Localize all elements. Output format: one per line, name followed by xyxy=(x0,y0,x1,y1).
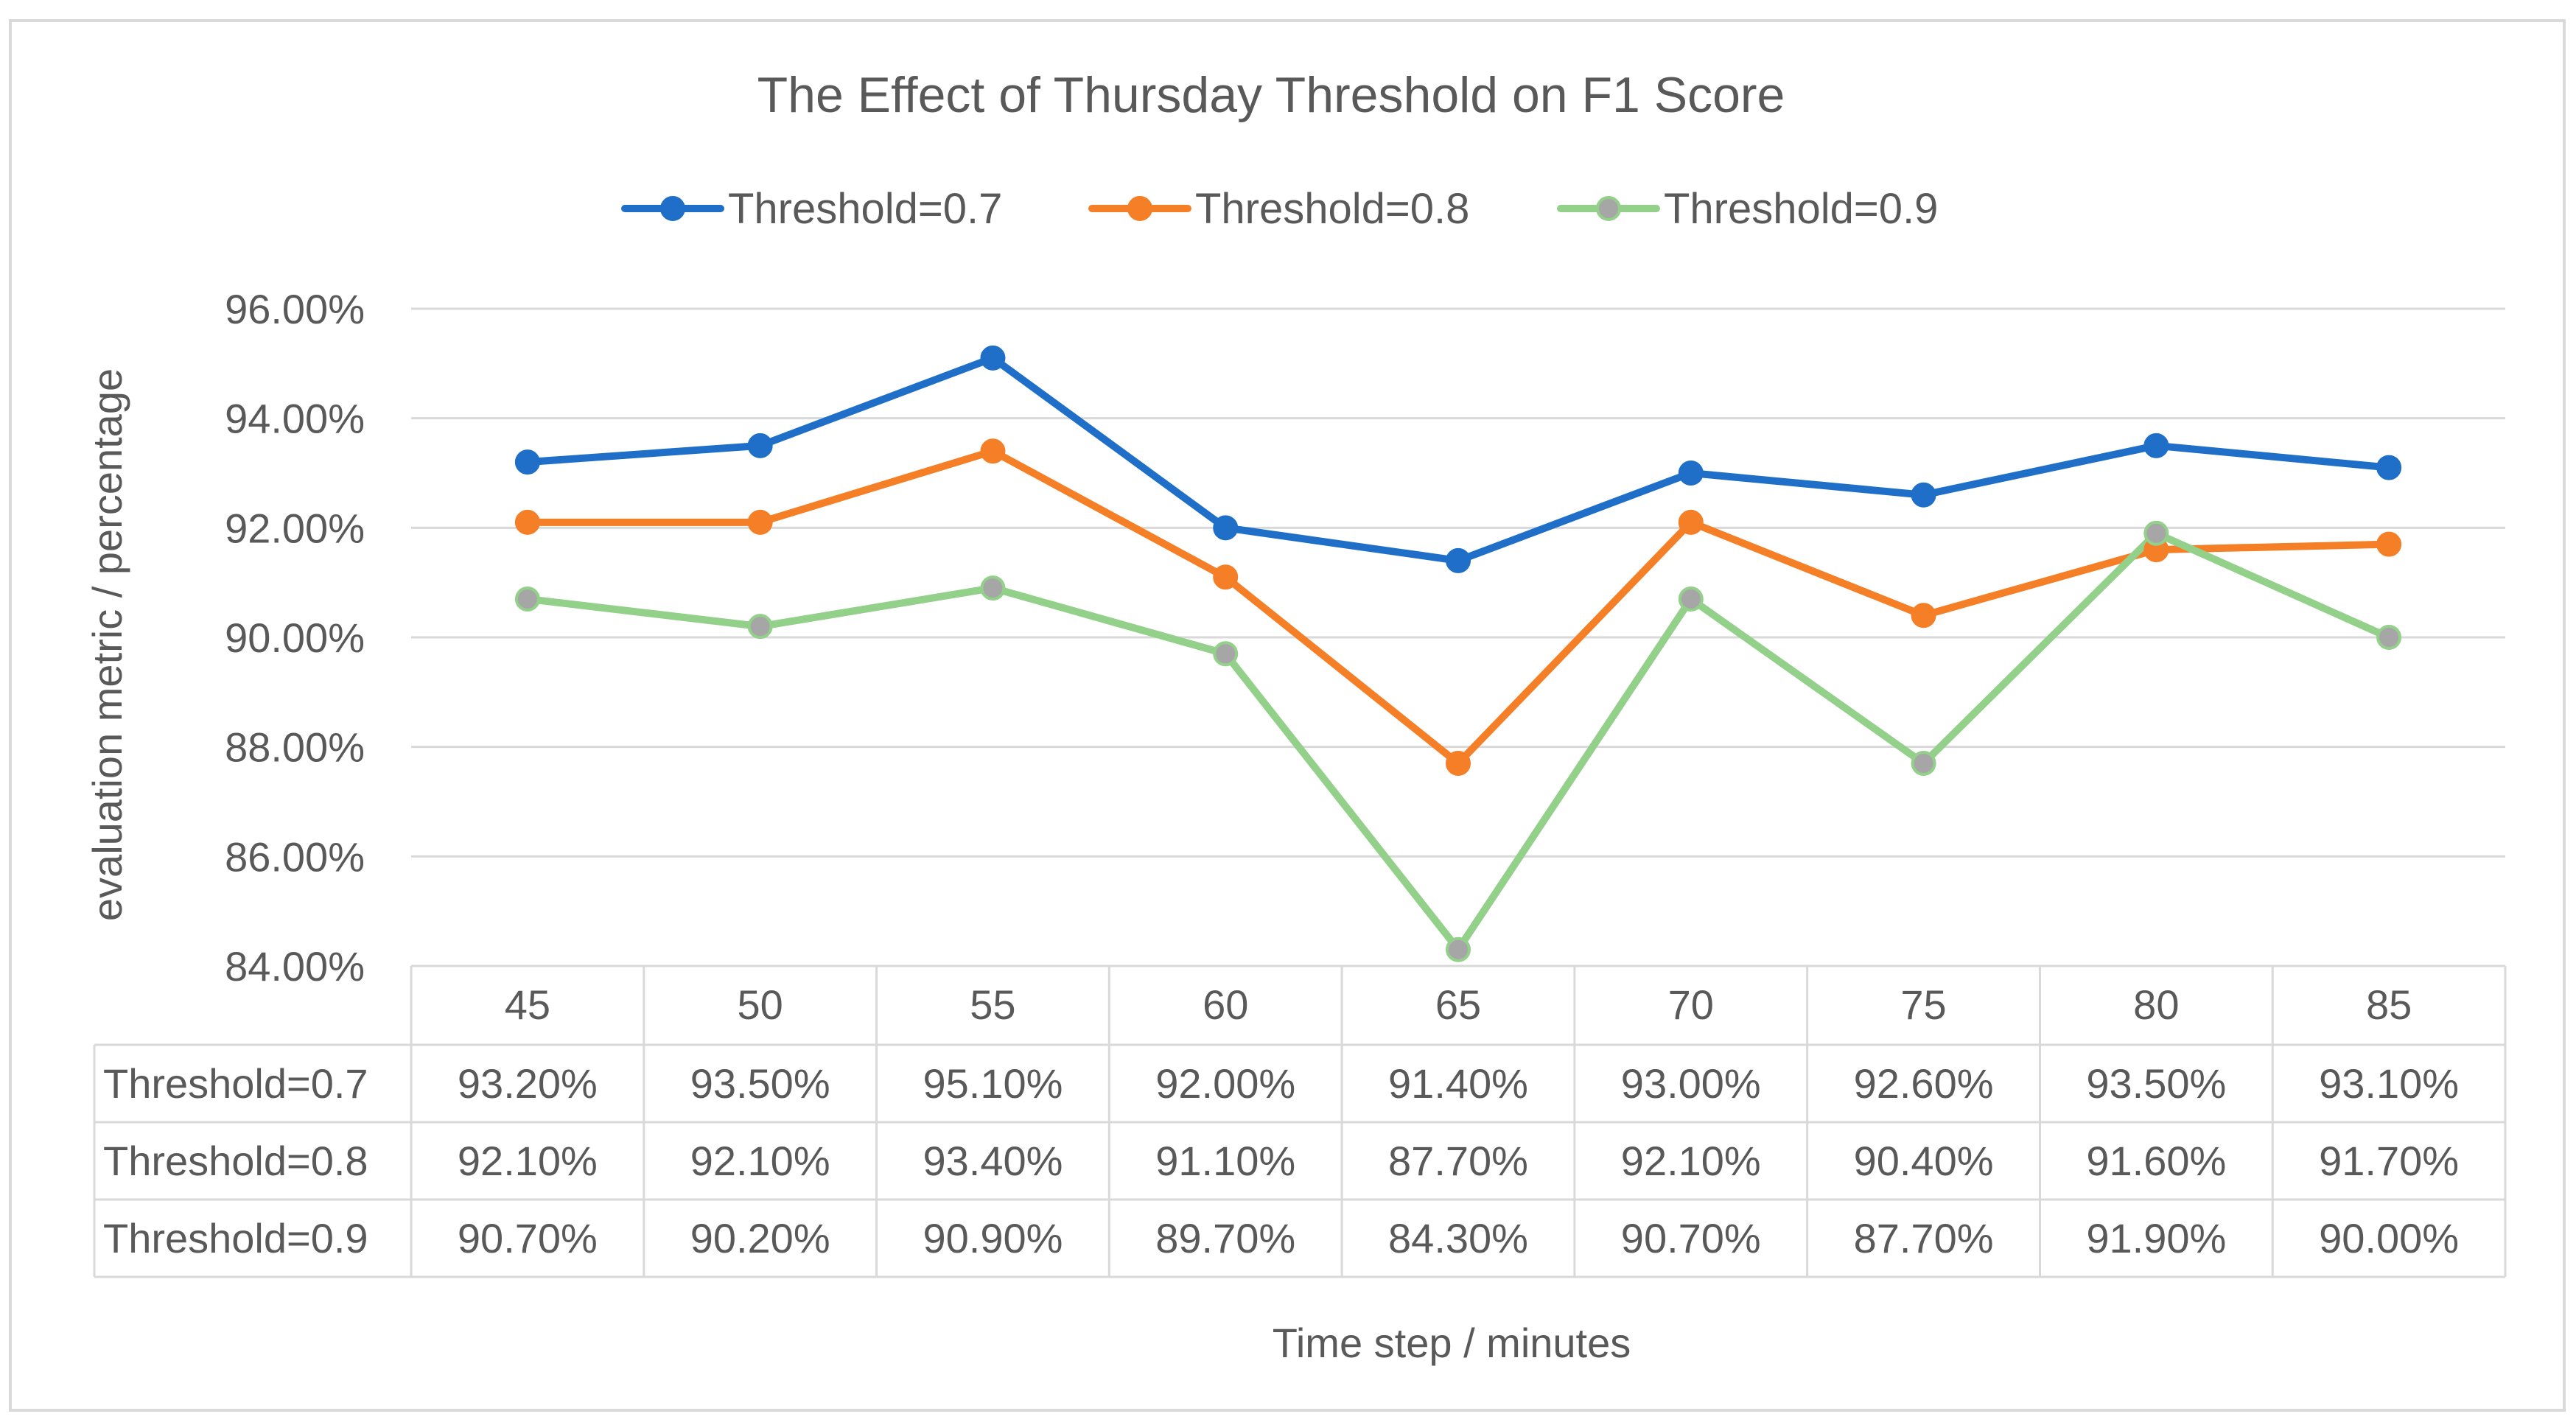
data-point xyxy=(2143,520,2169,546)
x-tick-label: 55 xyxy=(970,981,1015,1028)
data-point xyxy=(2376,455,2402,480)
y-axis-ticks: 84.00% 86.00% 88.00% 90.00% 92.00% 94.00% 96.0… xyxy=(225,286,365,990)
table-cell-value: 93.20% xyxy=(458,1060,598,1107)
data-point xyxy=(980,345,1006,371)
x-tick-label: 60 xyxy=(1203,981,1248,1028)
legend-marker xyxy=(1127,196,1152,221)
legend-marker xyxy=(1596,196,1621,221)
legend-label: Threshold=0.8 xyxy=(1195,185,1469,233)
table-cell-value: 93.10% xyxy=(2319,1060,2459,1107)
data-point xyxy=(747,509,773,535)
table-cell-value: 90.00% xyxy=(2319,1215,2459,1261)
x-tick-label: 70 xyxy=(1668,981,1714,1028)
data-point xyxy=(2376,625,2402,650)
table-cell-value: 90.70% xyxy=(458,1215,598,1261)
table-cell-value: 90.20% xyxy=(690,1215,830,1261)
data-point xyxy=(2143,433,2169,458)
data-point xyxy=(1678,509,1704,535)
y-tick-label: 96.00% xyxy=(225,286,365,332)
x-tick-label: 85 xyxy=(2366,981,2412,1028)
series-markers xyxy=(514,345,2402,962)
table-cell-value: 91.40% xyxy=(1388,1060,1528,1107)
legend: Threshold=0.7 Threshold=0.8 Threshold=0.9 xyxy=(621,185,1938,233)
data-point xyxy=(514,509,540,535)
table-cell-value: 90.90% xyxy=(923,1215,1063,1261)
data-point xyxy=(514,586,540,612)
legend-label: Threshold=0.9 xyxy=(1664,185,1938,233)
data-point xyxy=(1911,750,1936,776)
x-tick-label: 65 xyxy=(1435,981,1481,1028)
x-tick-label: 50 xyxy=(738,981,783,1028)
legend-label: Threshold=0.7 xyxy=(728,185,1002,233)
data-point xyxy=(1911,482,1936,508)
x-tick-label: 75 xyxy=(1900,981,1946,1028)
legend-marker xyxy=(660,196,685,221)
table-series-name: Threshold=0.7 xyxy=(103,1060,368,1107)
x-tick-label: 80 xyxy=(2133,981,2179,1028)
table-cell-value: 93.40% xyxy=(923,1138,1063,1184)
data-point xyxy=(1446,750,1471,776)
x-axis-label: Time step / minutes xyxy=(1273,1320,1631,1366)
y-tick-label: 90.00% xyxy=(225,615,365,661)
chart-border xyxy=(9,19,2566,1412)
chart-title: The Effect of Thursday Threshold on F1 S… xyxy=(757,67,1785,123)
table-cell-value: 89.70% xyxy=(1155,1215,1295,1261)
y-tick-label: 92.00% xyxy=(225,505,365,551)
table-cell-value: 84.30% xyxy=(1388,1215,1528,1261)
table-cell-value: 91.90% xyxy=(2086,1215,2226,1261)
table-cell-value: 92.10% xyxy=(690,1138,830,1184)
data-point xyxy=(1446,547,1471,573)
data-point xyxy=(2376,531,2402,557)
y-tick-label: 88.00% xyxy=(225,724,365,771)
data-point xyxy=(747,433,773,458)
data-point xyxy=(1678,461,1704,486)
data-point xyxy=(980,438,1006,464)
data-point xyxy=(747,614,773,640)
y-tick-label: 94.00% xyxy=(225,396,365,442)
table-cell-value: 93.50% xyxy=(2086,1060,2226,1107)
table-series-name: Threshold=0.8 xyxy=(103,1138,368,1184)
table-cell-value: 92.10% xyxy=(458,1138,598,1184)
table-cell-value: 90.70% xyxy=(1621,1215,1761,1261)
table-cell-value: 87.70% xyxy=(1854,1215,1994,1261)
table-cell-value: 93.50% xyxy=(690,1060,830,1107)
data-point xyxy=(1213,564,1239,590)
data-point xyxy=(1678,586,1704,612)
table-cell-value: 92.10% xyxy=(1621,1138,1761,1184)
data-point xyxy=(1213,641,1239,667)
y-axis-label: evaluation metric / percentage xyxy=(84,368,130,921)
data-point xyxy=(980,575,1006,601)
data-point xyxy=(1446,936,1471,962)
table-cell-value: 91.10% xyxy=(1155,1138,1295,1184)
table-cell-value: 95.10% xyxy=(923,1060,1063,1107)
table-cell-value: 87.70% xyxy=(1388,1138,1528,1184)
table-cell-value: 91.60% xyxy=(2086,1138,2226,1184)
y-tick-label: 86.00% xyxy=(225,833,365,880)
table-cell-value: 92.00% xyxy=(1155,1060,1295,1107)
table-cell-value: 93.00% xyxy=(1621,1060,1761,1107)
data-point xyxy=(514,449,540,475)
table-cell-value: 90.40% xyxy=(1854,1138,1994,1184)
data-table: 45 50 55 60 65 70 75 80 85 Threshold=0.7 93.20% 93.… xyxy=(93,964,2507,1278)
y-tick-label: 84.00% xyxy=(225,943,365,990)
table-cell-value: 91.70% xyxy=(2319,1138,2459,1184)
x-tick-label: 45 xyxy=(505,981,550,1028)
table-series-name: Threshold=0.9 xyxy=(103,1215,368,1261)
data-point xyxy=(1213,515,1239,541)
table-cell-value: 92.60% xyxy=(1854,1060,1994,1107)
data-point xyxy=(1911,603,1936,629)
